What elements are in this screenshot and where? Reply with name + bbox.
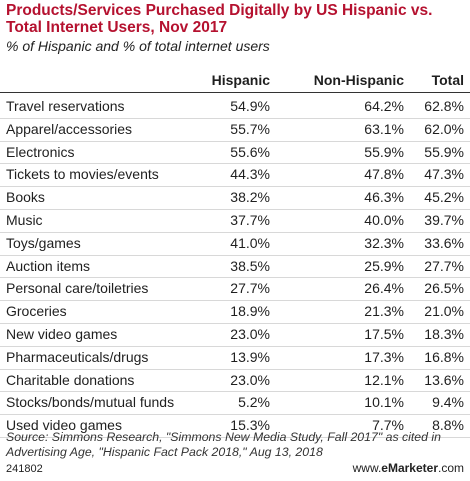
total-value: 62.8% (424, 98, 464, 114)
chart-title: Products/Services Purchased Digitally by… (6, 2, 433, 36)
non-hispanic-value: 32.3% (364, 234, 404, 251)
row-label: Stocks/bonds/mutual funds (6, 394, 175, 411)
row-label: Electronics (6, 143, 75, 160)
non-hispanic-value: 55.9% (364, 143, 404, 160)
row-label: Personal care/toiletries (6, 280, 149, 297)
table-row: Groceries 18.9% 21.3% 21.0% (0, 301, 470, 324)
hispanic-value: 15.3% (230, 417, 270, 434)
non-hispanic-value: 26.4% (364, 280, 404, 297)
source-note: Source: Simmons Research, "Simmons New M… (6, 430, 441, 459)
total-value: 8.8% (432, 417, 464, 434)
table-row: Music 37.7% 40.0% 39.7% (0, 210, 470, 233)
column-header-non-hispanic: Non-Hispanic (313, 72, 404, 88)
hispanic-value: 23.0% (230, 325, 270, 342)
hispanic-value: 55.6% (230, 143, 270, 160)
non-hispanic-value: 17.5% (364, 325, 404, 342)
total-value: 9.4% (432, 394, 464, 411)
non-hispanic-value: 12.1% (364, 371, 404, 388)
total-value: 55.9% (424, 143, 464, 160)
row-label: New video games (6, 325, 118, 342)
non-hispanic-value: 46.3% (364, 189, 404, 206)
total-value: 21.0% (424, 303, 464, 320)
total-value: 62.0% (424, 120, 464, 137)
table-row: Pharmaceuticals/drugs 13.9% 17.3% 16.8% (0, 347, 470, 370)
hispanic-value: 37.7% (230, 211, 270, 228)
table-header: Hispanic Non-Hispanic Total (0, 72, 470, 93)
row-label: Books (6, 189, 45, 206)
row-label: Apparel/accessories (6, 120, 133, 137)
row-label: Charitable donations (6, 371, 135, 388)
table-row: Toys/games 41.0% 32.3% 33.6% (0, 233, 470, 256)
table-row: Used video games 15.3% 7.7% 8.8% (0, 415, 470, 438)
table-row: Tickets to movies/events 44.3% 47.8% 47.3% (0, 164, 470, 188)
table-row: Charitable donations 23.0% 12.1% 13.6% (0, 370, 470, 393)
total-value: 27.7% (424, 257, 464, 274)
row-label: Travel reservations (6, 98, 125, 114)
non-hispanic-value: 7.7% (372, 417, 404, 434)
row-label: Pharmaceuticals/drugs (6, 348, 149, 365)
row-label: Auction items (6, 257, 91, 274)
non-hispanic-value: 64.2% (364, 98, 404, 114)
table-row: Personal care/toiletries 27.7% 26.4% 26.5% (0, 278, 470, 302)
table-row: Travel reservations 54.9% 64.2% 62.8% (0, 96, 470, 119)
non-hispanic-value: 25.9% (364, 257, 404, 274)
total-value: 16.8% (424, 348, 464, 365)
brand-logo: www.eMarketer.com (352, 461, 464, 475)
hispanic-value: 13.9% (230, 348, 270, 365)
total-value: 33.6% (424, 234, 464, 251)
table-row: New video games 23.0% 17.5% 18.3% (0, 324, 470, 347)
table-row: Apparel/accessories 55.7% 63.1% 62.0% (0, 119, 470, 142)
table-row: Stocks/bonds/mutual funds 5.2% 10.1% 9.4% (0, 392, 470, 416)
chart-subtitle: % of Hispanic and % of total internet us… (6, 38, 270, 54)
non-hispanic-value: 63.1% (364, 120, 404, 137)
non-hispanic-value: 47.8% (364, 166, 404, 183)
row-label: Toys/games (6, 234, 81, 251)
hispanic-value: 38.5% (230, 257, 270, 274)
row-label: Tickets to movies/events (6, 166, 159, 183)
column-header-total: Total (431, 72, 464, 88)
total-value: 47.3% (424, 166, 464, 183)
hispanic-value: 55.7% (230, 120, 270, 137)
non-hispanic-value: 17.3% (364, 348, 404, 365)
hispanic-value: 23.0% (230, 371, 270, 388)
total-value: 39.7% (424, 211, 464, 228)
hispanic-value: 27.7% (230, 280, 270, 297)
hispanic-value: 18.9% (230, 303, 270, 320)
table-row: Books 38.2% 46.3% 45.2% (0, 187, 470, 210)
column-header-hispanic: Hispanic (211, 72, 270, 88)
non-hispanic-value: 40.0% (364, 211, 404, 228)
total-value: 13.6% (424, 371, 464, 388)
row-label: Music (6, 211, 43, 228)
non-hispanic-value: 21.3% (364, 303, 404, 320)
hispanic-value: 44.3% (230, 166, 270, 183)
row-label: Groceries (6, 303, 67, 320)
row-label: Used video games (6, 417, 122, 434)
total-value: 26.5% (424, 280, 464, 297)
chart-id: 241802 (6, 463, 43, 475)
hispanic-value: 5.2% (238, 394, 270, 411)
hispanic-value: 54.9% (230, 98, 270, 114)
table-row: Electronics 55.6% 55.9% 55.9% (0, 142, 470, 165)
non-hispanic-value: 10.1% (364, 394, 404, 411)
table-row: Auction items 38.5% 25.9% 27.7% (0, 256, 470, 279)
table-body: Travel reservations 54.9% 64.2% 62.8% Appare… (0, 96, 470, 438)
hispanic-value: 41.0% (230, 234, 270, 251)
total-value: 18.3% (424, 325, 464, 342)
total-value: 45.2% (424, 189, 464, 206)
hispanic-value: 38.2% (230, 189, 270, 206)
